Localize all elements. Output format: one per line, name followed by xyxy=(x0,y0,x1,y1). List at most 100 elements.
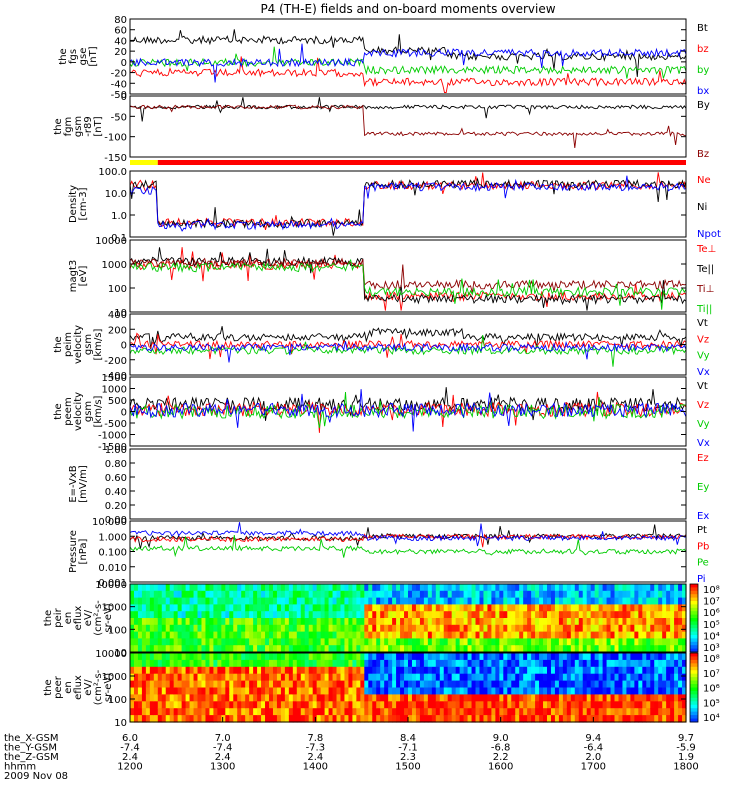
spectrogram-cell xyxy=(161,611,167,619)
legend-item: Bt xyxy=(697,23,708,34)
spectrogram-cell xyxy=(626,687,631,695)
spectrogram-cell xyxy=(324,618,330,626)
spectrogram-cell xyxy=(511,604,516,612)
spectrogram-cell xyxy=(352,597,357,605)
spectrogram-cell xyxy=(316,584,322,592)
spectrogram-cell xyxy=(257,687,262,695)
spectrogram-cell xyxy=(284,611,290,619)
spectrogram-cell xyxy=(479,708,485,716)
spectrogram-cell xyxy=(197,687,203,695)
spectrogram-cell xyxy=(487,673,492,682)
y-axis-label-line: gsm xyxy=(73,116,84,137)
spectrogram-cell xyxy=(265,673,270,682)
spectrogram-cell xyxy=(558,611,564,619)
spectrogram-cell xyxy=(237,687,242,695)
spectrogram-cell xyxy=(165,604,171,612)
spectrogram-cell xyxy=(503,631,508,639)
spectrogram-cell xyxy=(205,624,211,633)
spectrogram-cell xyxy=(388,604,393,612)
y-tick-label: 0.1 xyxy=(111,233,127,244)
spectrogram-cell xyxy=(197,584,203,592)
colorbar-step xyxy=(690,597,698,602)
spectrogram-cell xyxy=(459,701,465,709)
spectrogram-cell xyxy=(642,618,647,626)
spectrogram-cell xyxy=(368,638,373,646)
spectrogram-cell xyxy=(562,687,568,695)
spectrogram-cell xyxy=(443,694,449,702)
spectrogram-cell xyxy=(332,638,338,646)
spectrogram-cell xyxy=(229,673,234,682)
colorbar-step xyxy=(690,663,698,668)
spectrogram-cell xyxy=(233,659,238,668)
spectrogram-cell xyxy=(431,590,437,599)
spectrogram-cell xyxy=(423,708,429,716)
spectrogram-cell xyxy=(610,687,616,695)
spectrogram-cell xyxy=(197,638,203,646)
spectrogram-cell xyxy=(614,659,620,668)
spectrogram-cell xyxy=(169,666,175,675)
y-axis-label-line: fgm xyxy=(63,117,74,137)
spectrogram-cell xyxy=(415,659,421,668)
spectrogram-cell xyxy=(197,680,203,689)
spectrogram-cell xyxy=(527,687,532,695)
spectrogram-cell xyxy=(590,708,596,716)
spectrogram-cell xyxy=(213,611,218,619)
spectrogram-cell xyxy=(145,715,151,723)
spectrogram-cell xyxy=(463,653,469,661)
spectrogram-cell xyxy=(205,653,211,661)
y-axis-label-line: [nT] xyxy=(88,46,99,66)
spectrogram-cell xyxy=(284,687,290,695)
spectrogram-cell xyxy=(519,584,524,592)
spectrogram-cell xyxy=(181,680,187,689)
spectrogram-cell xyxy=(324,624,330,633)
spectrogram-cell xyxy=(272,666,278,675)
spectrogram-cell xyxy=(610,653,616,661)
spectrogram-cell xyxy=(237,618,242,626)
spectrogram-cell xyxy=(547,659,552,668)
y-axis-label-line: eflux xyxy=(73,675,84,700)
spectrogram-cell xyxy=(300,708,306,716)
y-axis-label-line: velocity xyxy=(73,392,84,431)
y-axis-label-line: sr-eV) xyxy=(103,603,114,632)
spectrogram-cell xyxy=(396,673,401,682)
spectrogram-cell xyxy=(598,638,604,646)
spectrogram-cell xyxy=(320,708,326,716)
spectrogram-cell xyxy=(233,645,238,653)
spectrogram-cell xyxy=(356,624,361,633)
spectrogram-cell xyxy=(566,618,572,626)
spectrogram-cell xyxy=(364,638,369,646)
y-tick-label: 0.100 xyxy=(98,548,127,559)
spectrogram-cell xyxy=(193,701,199,709)
spectrogram-cell xyxy=(638,715,643,723)
y-axis-label-line: the xyxy=(43,679,54,695)
spectrogram-cell xyxy=(340,597,346,605)
spectrogram-cell xyxy=(622,590,628,599)
spectrogram-cell xyxy=(253,659,258,668)
spectrogram-cell xyxy=(376,618,381,626)
spectrogram-cell xyxy=(535,590,540,599)
spectrogram-cell xyxy=(582,701,588,709)
y-tick-label: -1000 xyxy=(98,431,127,442)
spectrogram-cell xyxy=(467,694,473,702)
legend-item: Vy xyxy=(697,419,710,430)
spectrogram-cell xyxy=(296,645,302,653)
spectrogram-cell xyxy=(578,645,584,653)
spectrogram-cell xyxy=(237,638,242,646)
spectrogram-cell xyxy=(380,715,385,723)
spectrogram-cell xyxy=(455,653,461,661)
spectrogram-cell xyxy=(201,701,207,709)
spectrogram-cell xyxy=(515,590,520,599)
spectrogram-cell xyxy=(539,597,544,605)
spectrogram-cell xyxy=(443,666,449,675)
spectrogram-cell xyxy=(423,604,429,612)
spectrogram-cell xyxy=(201,597,207,605)
x-axis-value: -6.8 xyxy=(491,743,511,754)
spectrogram-cell xyxy=(487,659,492,668)
spectrogram-cell xyxy=(415,624,421,633)
spectrogram-cell xyxy=(574,680,580,689)
x-axis-date: 2009 Nov 08 xyxy=(4,771,68,782)
spectrogram-cell xyxy=(618,618,624,626)
spectrogram-cell xyxy=(574,618,580,626)
spectrogram-cell xyxy=(439,604,445,612)
spectrogram-cell xyxy=(590,590,596,599)
